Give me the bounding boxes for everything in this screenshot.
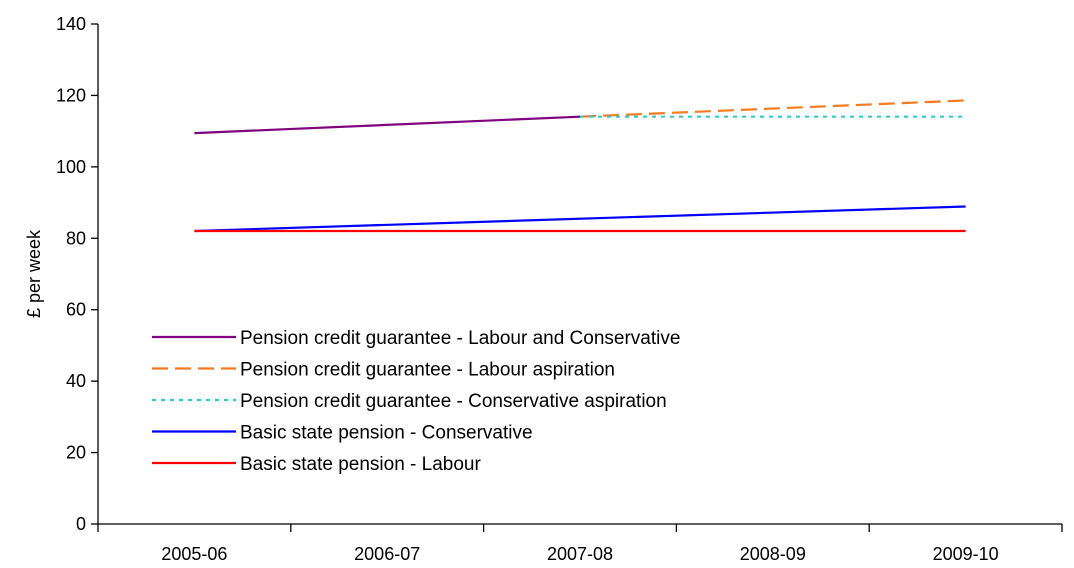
- x-tick-label: 2008-09: [740, 544, 806, 564]
- legend-label: Pension credit guarantee - Conservative …: [240, 391, 667, 412]
- x-tick-label: 2007-08: [547, 544, 613, 564]
- y-tick-label: 40: [66, 371, 86, 391]
- y-tick-label: 120: [56, 85, 86, 105]
- y-tick-label: 0: [76, 514, 86, 534]
- legend: Pension credit guarantee - Labour and Co…: [152, 328, 680, 475]
- x-tick-label: 2005-06: [161, 544, 227, 564]
- legend-label: Pension credit guarantee - Labour and Co…: [240, 328, 680, 349]
- legend-label: Basic state pension - Labour: [240, 454, 481, 475]
- x-tick-label: 2006-07: [354, 544, 420, 564]
- y-tick-label: 140: [56, 14, 86, 34]
- y-axis-ticks: 0 20 40 60 80 100 120 140: [56, 14, 98, 534]
- series-line-2: [579, 99, 966, 118]
- y-axis-title: £ per week: [24, 229, 44, 318]
- y-tick-label: 20: [66, 443, 86, 463]
- y-tick-label: 80: [66, 228, 86, 248]
- series-line-1: [194, 115, 581, 135]
- legend-label: Basic state pension - Conservative: [240, 423, 533, 444]
- plot-area: 0 20 40 60 80 100 120 140 2005-06 2006-07 2007-08…: [56, 14, 1063, 564]
- y-tick-label: 100: [56, 157, 86, 177]
- x-axis-ticks: 2005-06 2006-07 2007-08 2008-09 2009-10: [97, 524, 1063, 564]
- y-tick-label: 60: [66, 300, 86, 320]
- x-tick-label: 2009-10: [933, 544, 999, 564]
- series-line-4: [194, 205, 966, 233]
- series-layer: [194, 99, 966, 233]
- legend-label: Pension credit guarantee - Labour aspira…: [240, 360, 615, 381]
